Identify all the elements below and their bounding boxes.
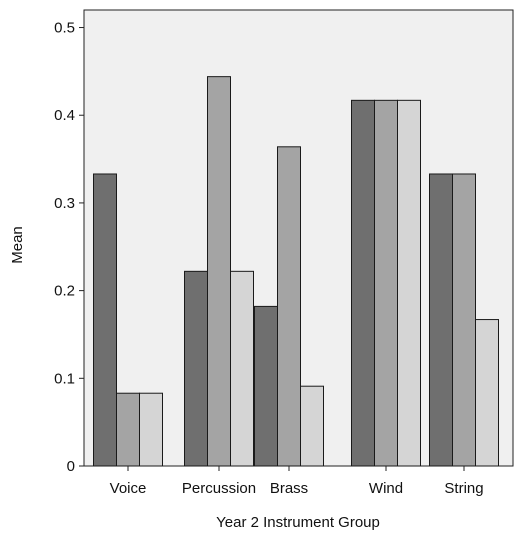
axis-layer: Voice Percussion Brass Wind String 0 0.1 0.2 0.3… [54, 20, 483, 497]
bar-string-series-3 [475, 319, 499, 467]
bar-wind-series-1 [351, 99, 375, 467]
bar-brass-series-3 [300, 385, 324, 467]
y-tick-label-4: 0.4 [54, 107, 75, 124]
bar-percussion-series-2 [207, 76, 231, 467]
bar-brass-series-1 [254, 305, 278, 467]
bar-percussion-series-3 [230, 270, 254, 467]
y-tick-label-1: 0.1 [54, 370, 75, 387]
x-tick-label-wind: Wind [369, 480, 403, 497]
y-axis-label: Mean [9, 226, 26, 264]
x-tick-label-voice: Voice [110, 480, 147, 497]
bars-layer [93, 76, 499, 467]
x-tick-label-percussion: Percussion [182, 480, 256, 497]
x-tick-label-brass: Brass [270, 480, 308, 497]
bar-string-series-2 [452, 173, 476, 467]
bar-wind-series-2 [374, 99, 398, 467]
y-tick-label-3: 0.3 [54, 195, 75, 212]
y-tick-label-2: 0.2 [54, 283, 75, 300]
x-tick-label-string: String [444, 480, 483, 497]
bar-brass-series-2 [277, 146, 301, 467]
bar-voice-series-3 [139, 392, 163, 467]
bar-percussion-series-1 [184, 270, 208, 467]
bar-wind-series-3 [397, 99, 421, 467]
bar-voice-series-1 [93, 173, 117, 467]
bar-string-series-1 [429, 173, 453, 467]
y-tick-label-0: 0 [67, 458, 75, 475]
y-tick-label-5: 0.5 [54, 20, 75, 37]
bar-voice-series-2 [116, 392, 140, 467]
x-axis-label: Year 2 Instrument Group [216, 514, 380, 531]
